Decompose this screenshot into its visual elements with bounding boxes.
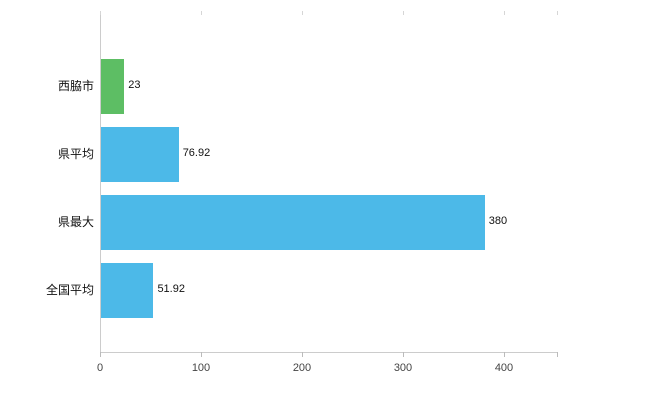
x-tick-label: 0 xyxy=(96,362,104,374)
bar-value-label: 23 xyxy=(128,79,141,91)
x-axis-tick xyxy=(100,352,101,357)
category-label: 県平均 xyxy=(57,147,94,161)
x-axis-tick xyxy=(302,352,303,357)
category-label: 西脇市 xyxy=(57,79,94,93)
bar-value-label: 51.92 xyxy=(157,283,185,295)
bar xyxy=(101,194,485,250)
x-axis-top-tick xyxy=(504,11,505,15)
x-tick-label: 100 xyxy=(191,362,211,374)
x-axis-end-tick xyxy=(557,352,558,357)
bar-value-label: 76.92 xyxy=(182,147,211,159)
x-axis-top-tick xyxy=(201,11,202,15)
bar-value-label: 380 xyxy=(488,215,508,227)
y-axis-line xyxy=(100,11,101,352)
bar xyxy=(101,58,125,114)
x-axis-top-tick xyxy=(403,11,404,15)
x-axis-line xyxy=(100,352,557,353)
x-axis-tick xyxy=(504,352,505,357)
bar xyxy=(101,262,154,318)
x-axis-tick xyxy=(201,352,202,357)
x-axis-top-tick xyxy=(302,11,303,15)
x-tick-label: 400 xyxy=(494,362,514,374)
x-tick-label: 300 xyxy=(393,362,413,374)
bar xyxy=(101,126,179,182)
x-axis-tick xyxy=(403,352,404,357)
category-label: 全国平均 xyxy=(45,283,94,297)
x-tick-label: 200 xyxy=(292,362,312,374)
category-label: 県最大 xyxy=(57,215,94,229)
x-axis-top-tick xyxy=(100,11,101,15)
x-axis-top-end-tick xyxy=(557,11,558,15)
